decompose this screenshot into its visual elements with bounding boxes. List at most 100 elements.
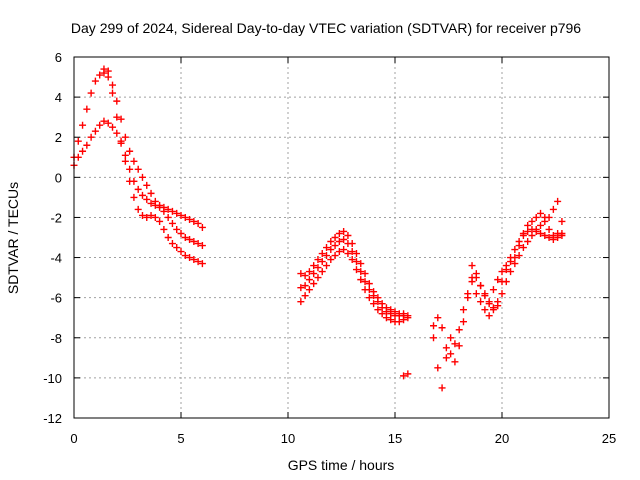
data-point — [447, 350, 455, 358]
data-point — [335, 248, 343, 256]
data-point — [335, 238, 343, 246]
y-tick-label: -8 — [50, 331, 62, 346]
data-point — [113, 129, 121, 137]
chart-title: Day 299 of 2024, Sidereal Day-to-day VTE… — [71, 20, 581, 36]
data-point — [502, 262, 510, 270]
data-point — [455, 326, 463, 334]
data-point — [489, 286, 497, 294]
data-point — [537, 229, 545, 237]
data-point — [331, 242, 339, 250]
data-point — [314, 256, 322, 264]
data-point — [545, 213, 553, 221]
data-point — [104, 119, 112, 127]
data-point — [541, 217, 549, 225]
data-point — [365, 286, 373, 294]
data-point — [130, 177, 138, 185]
data-point — [117, 115, 125, 123]
series-arc-f — [297, 236, 408, 320]
grid — [74, 57, 609, 418]
data-point — [121, 157, 129, 165]
data-point — [545, 225, 553, 233]
data-point — [314, 264, 322, 272]
data-point — [79, 147, 87, 155]
data-point — [524, 227, 532, 235]
data-point — [305, 286, 313, 294]
data-point — [126, 165, 134, 173]
data-point — [186, 236, 194, 244]
y-tick-label: 2 — [55, 130, 62, 145]
data-point — [382, 308, 390, 316]
data-point — [447, 334, 455, 342]
y-tick-label: -10 — [43, 371, 62, 386]
data-point — [87, 133, 95, 141]
data-point — [344, 250, 352, 258]
data-point — [314, 274, 322, 282]
x-axis-label: GPS time / hours — [288, 457, 395, 473]
data-point — [156, 217, 164, 225]
y-tick-label: 4 — [55, 90, 62, 105]
data-point — [528, 231, 536, 239]
data-point — [100, 117, 108, 125]
data-point — [74, 153, 82, 161]
data-point — [177, 229, 185, 237]
data-point — [134, 165, 142, 173]
data-point — [151, 213, 159, 221]
data-point — [297, 284, 305, 292]
data-point — [186, 254, 194, 262]
axis-ticks — [73, 56, 610, 419]
y-tick-label: -2 — [50, 210, 62, 225]
x-tick-labels: 0 5 10 15 20 25 — [70, 431, 616, 446]
data-point — [340, 246, 348, 254]
data-point — [340, 236, 348, 244]
data-point — [477, 282, 485, 290]
data-point — [331, 252, 339, 260]
data-point — [357, 268, 365, 276]
data-point — [382, 314, 390, 322]
data-point — [344, 240, 352, 248]
data-point — [357, 260, 365, 268]
series-arc-g — [400, 209, 566, 392]
series-arc-i — [468, 197, 566, 314]
data-point — [387, 310, 395, 318]
x-tick-label: 25 — [602, 431, 616, 446]
data-point — [515, 238, 523, 246]
data-point — [297, 270, 305, 278]
data-point — [100, 65, 108, 73]
data-point — [177, 211, 185, 219]
data-point — [494, 276, 502, 284]
data-point — [528, 217, 536, 225]
data-point — [340, 227, 348, 235]
data-point — [96, 71, 104, 79]
data-point — [545, 234, 553, 241]
data-point — [83, 105, 91, 113]
data-point — [96, 121, 104, 129]
data-point — [198, 242, 206, 250]
data-point — [554, 197, 562, 205]
data-point — [327, 246, 335, 254]
data-point — [365, 294, 373, 302]
series-arc-c — [100, 65, 206, 231]
data-point — [524, 221, 532, 229]
data-point — [485, 312, 493, 320]
series-arc-e — [297, 246, 412, 326]
data-point — [168, 219, 176, 227]
data-point — [387, 316, 395, 324]
data-point — [434, 314, 442, 322]
data-point — [400, 372, 408, 380]
data-point — [164, 205, 172, 213]
data-point — [156, 201, 164, 209]
data-point — [481, 306, 489, 314]
data-point — [83, 141, 91, 149]
y-tick-label: 0 — [55, 170, 62, 185]
x-tick-label: 20 — [495, 431, 509, 446]
data-point — [451, 340, 459, 348]
data-point — [301, 292, 309, 300]
data-point — [549, 236, 557, 244]
data-point — [472, 270, 480, 278]
data-point — [451, 358, 459, 366]
plot-frame — [73, 56, 610, 419]
data-point — [459, 318, 467, 326]
data-point — [143, 181, 151, 189]
data-point — [87, 89, 95, 97]
